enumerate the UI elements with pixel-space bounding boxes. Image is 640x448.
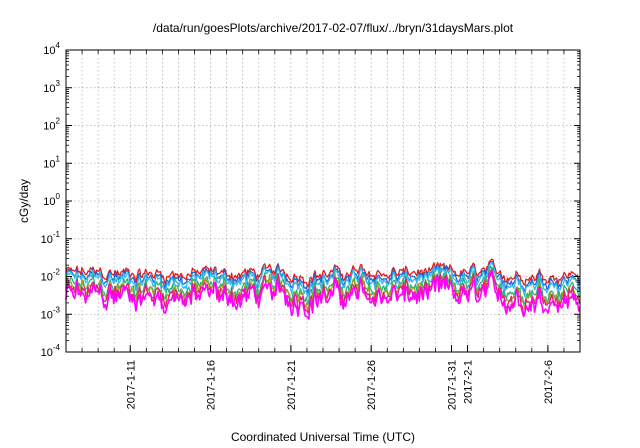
y-axis-ticks: 10-4 10-3 10-2 10-1 100 101 102 103 104	[41, 41, 580, 359]
y-tick-label: 10-4	[41, 343, 61, 359]
y-tick-label: 104	[43, 41, 60, 57]
x-tick-label: 2017-1-16	[206, 360, 218, 410]
series-layer	[65, 258, 581, 320]
x-tick-label: 2017-1-11	[125, 360, 137, 409]
y-tick-label: 100	[43, 192, 60, 208]
y-tick-label: 103	[43, 79, 60, 95]
x-tick-label: 2017-1-21	[286, 360, 298, 410]
x-tick-label: 2017-2-6	[543, 360, 555, 404]
x-tick-label: 2017-1-31	[447, 360, 459, 410]
y-tick-label: 102	[43, 117, 60, 133]
x-tick-label: 2017-1-26	[366, 360, 378, 410]
x-tick-label: 2017-2-1	[463, 360, 475, 404]
series-line	[65, 258, 581, 288]
y-tick-label: 10-3	[41, 305, 61, 321]
series-line	[65, 262, 581, 298]
x-axis-ticks: 2017-1-11 2017-1-16 2017-1-21 2017-1-26 2017…	[81, 50, 565, 410]
grid-lines	[66, 50, 580, 352]
chart-title: /data/run/goesPlots/archive/2017-02-07/f…	[153, 21, 514, 35]
series-line	[65, 268, 581, 320]
y-tick-label: 10-2	[41, 268, 61, 284]
y-tick-label: 10-1	[41, 230, 61, 246]
y-axis-label: cGy/day	[17, 179, 31, 223]
y-tick-label: 101	[43, 154, 60, 170]
x-axis-label: Coordinated Universal Time (UTC)	[231, 430, 415, 444]
